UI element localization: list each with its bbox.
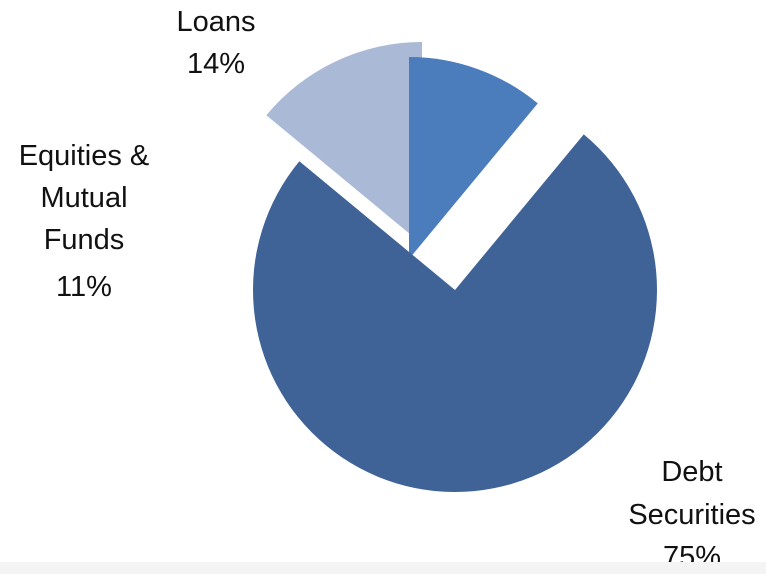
pie-slice-debt [253,134,658,493]
slice-percent-equities: 11% [56,271,112,303]
pie-slice-equities [409,57,538,259]
slice-label-equities-line-1: Equities & [19,140,150,172]
slice-label-loans-line-1: Loans [176,6,255,38]
slice-label-equities: Equities & Mutual Funds 11% [19,140,150,303]
slice-label-debt-line-1: Debt [661,456,722,488]
pie-slice-loans [266,42,422,244]
slice-percent-loans: 14% [187,48,245,80]
slice-label-equities-line-3: Funds [44,224,125,256]
slice-label-loans: Loans 14% [176,6,255,80]
pie-slices [253,42,658,493]
slice-label-debt: Debt Securities 75% [628,456,755,573]
slice-label-equities-line-2: Mutual [40,182,127,214]
slice-label-debt-line-2: Securities [628,499,755,531]
bottom-band [0,562,766,574]
